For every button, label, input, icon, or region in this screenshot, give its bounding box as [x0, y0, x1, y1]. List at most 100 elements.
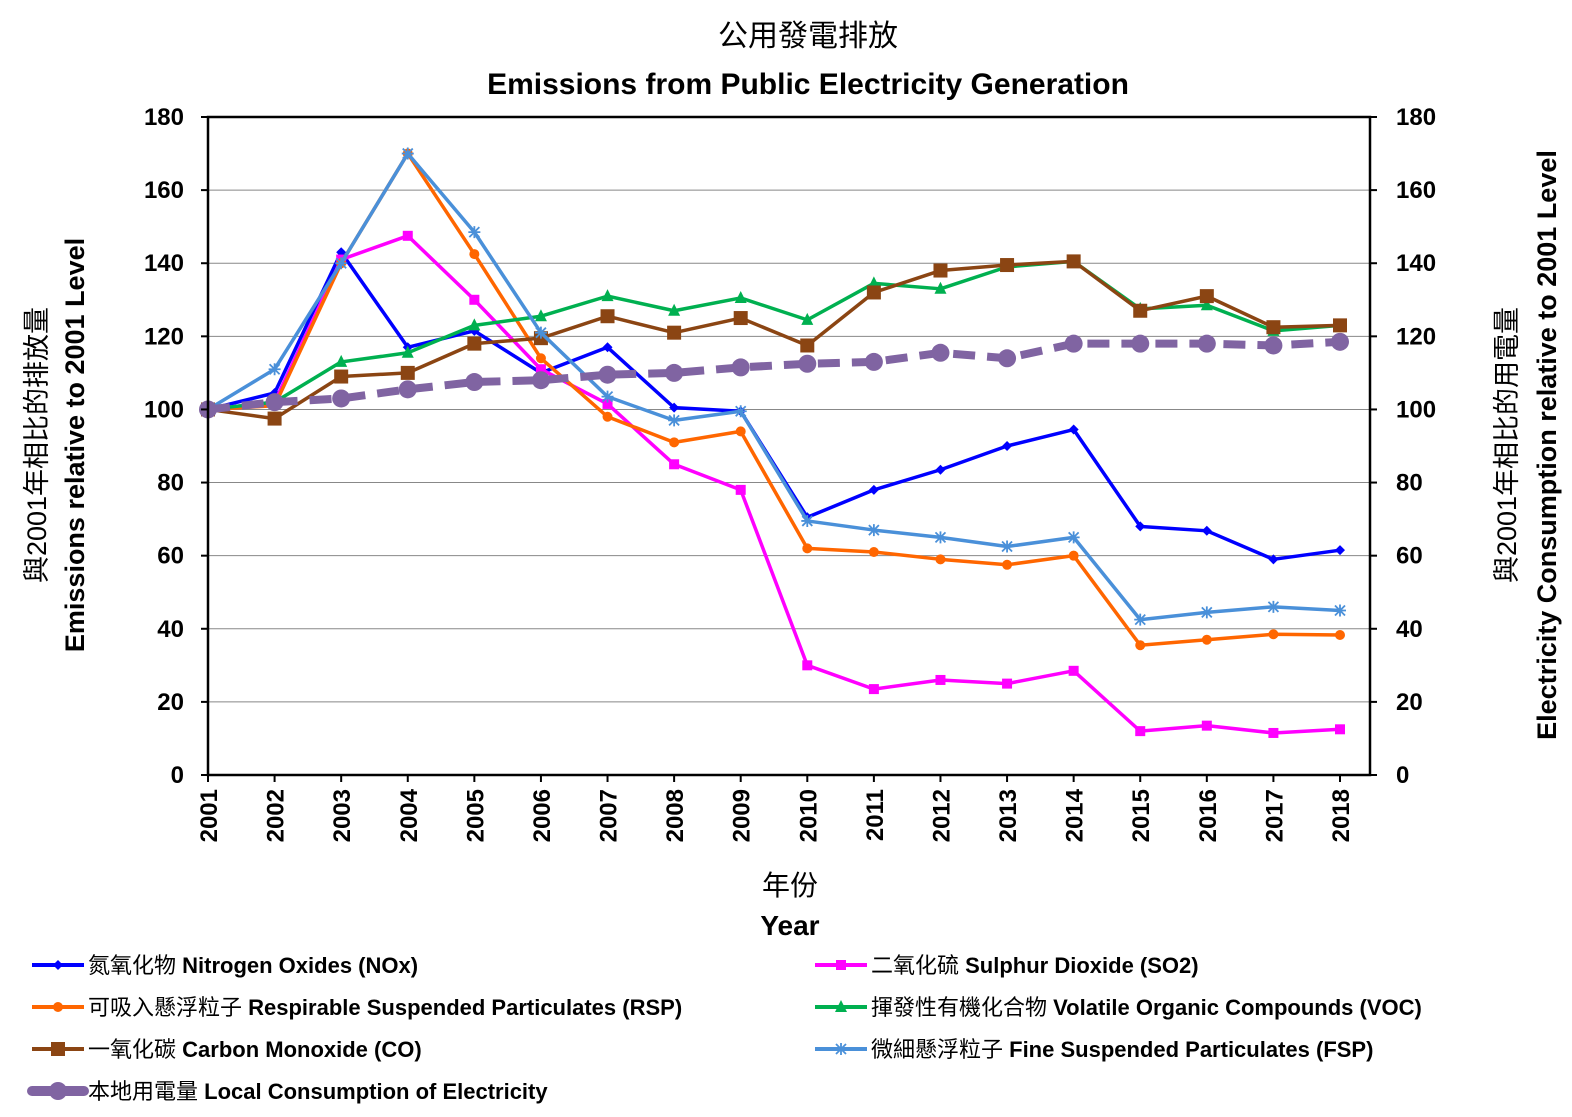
legend-label-en: Local Consumption of Electricity	[198, 1079, 548, 1104]
data-point	[1264, 336, 1283, 355]
series-line	[207, 259, 1341, 412]
data-point	[469, 249, 480, 260]
data-point	[665, 363, 684, 382]
data-point	[934, 281, 947, 294]
legend-label: 二氧化硫 Sulphur Dioxide (SO2)	[871, 953, 1199, 978]
legend-label-en: Carbon Monoxide (CO)	[176, 1037, 422, 1062]
y-tick-label: 140	[144, 250, 184, 277]
x-tick-label: 2011	[862, 789, 889, 841]
y2-tick-label: 20	[1396, 689, 1423, 716]
data-point	[1266, 320, 1281, 335]
data-point	[1268, 629, 1279, 640]
legend-marker	[836, 960, 846, 970]
data-point	[1067, 531, 1080, 544]
legend-marker	[53, 1002, 63, 1012]
x-tick-label: 2018	[1328, 789, 1355, 842]
data-point	[1064, 334, 1083, 353]
y2-tick-label: 160	[1396, 177, 1436, 204]
y-axis-label-zh: 與2001年相比的排放量	[22, 307, 52, 583]
data-point	[866, 285, 881, 300]
legend-item: 本地用電量 Local Consumption of Electricity	[27, 1079, 548, 1104]
y-tick-label: 100	[144, 396, 184, 423]
data-point	[1068, 424, 1079, 435]
data-point	[1335, 629, 1345, 640]
y2-tick-label: 80	[1396, 470, 1423, 497]
x-tick-label: 2013	[995, 789, 1022, 842]
y-tick-label: 80	[157, 470, 184, 497]
y2-axis-label: Electricity Consumption relative to 2001…	[1532, 150, 1562, 740]
y2-tick-label: 140	[1396, 250, 1436, 277]
y-tick-label: 20	[157, 689, 184, 716]
data-point	[1267, 600, 1280, 613]
data-point	[868, 684, 879, 695]
data-point	[1068, 550, 1079, 561]
data-point	[935, 554, 946, 565]
y2-tick-label: 60	[1396, 543, 1423, 570]
series-5	[202, 147, 1346, 626]
legend-label: 可吸入懸浮粒子 Respirable Suspended Particulate…	[88, 995, 682, 1020]
data-point	[1335, 724, 1345, 735]
legend-label-zh: 本地用電量	[88, 1079, 198, 1104]
legend-item: 二氧化硫 Sulphur Dioxide (SO2)	[815, 953, 1199, 978]
legend-label-zh: 揮發性有機化合物	[871, 995, 1047, 1020]
data-point	[601, 289, 614, 302]
data-point	[1135, 726, 1146, 737]
data-point	[1268, 727, 1279, 738]
data-point	[802, 660, 813, 671]
chart-title: 公用發電排放	[718, 20, 898, 53]
y2-tick-label: 180	[1396, 104, 1436, 131]
data-point	[1268, 554, 1279, 565]
data-point	[800, 338, 815, 353]
series-4	[201, 254, 1347, 426]
chart-subtitle: Emissions from Public Electricity Genera…	[487, 68, 1129, 101]
legend: 氮氧化物 Nitrogen Oxides (NOx) 二氧化硫 Sulphur D…	[27, 953, 1422, 1104]
series-line	[207, 259, 1341, 421]
data-point	[1335, 545, 1345, 556]
y2-tick-label: 40	[1396, 616, 1423, 643]
data-point	[402, 230, 413, 241]
grid	[208, 189, 1370, 703]
data-point	[535, 364, 546, 375]
data-point	[734, 405, 747, 418]
legend-label-en: Fine Suspended Particulates (FSP)	[1003, 1037, 1373, 1062]
x-tick-label: 2005	[462, 789, 489, 842]
data-point	[468, 226, 481, 239]
legend-item: 微細懸浮粒子 Fine Suspended Particulates (FSP)	[815, 1037, 1373, 1062]
series-line	[207, 234, 1341, 735]
x-tick-label: 2015	[1128, 789, 1155, 842]
x-axis-label: Year	[760, 910, 819, 941]
data-point	[335, 257, 348, 270]
legend-label-zh: 可吸入懸浮粒子	[88, 995, 242, 1020]
series-line	[207, 337, 1341, 414]
data-point	[534, 309, 547, 322]
data-point	[935, 464, 946, 475]
series-6	[199, 332, 1349, 419]
y-tick-label: 0	[171, 762, 184, 789]
data-point	[1133, 303, 1148, 318]
data-point	[735, 484, 746, 495]
data-point	[1002, 441, 1013, 451]
legend-label-zh: 一氧化碳	[88, 1037, 176, 1062]
data-point	[733, 311, 748, 326]
data-point	[602, 398, 613, 409]
legend-label: 一氧化碳 Carbon Monoxide (CO)	[88, 1037, 422, 1062]
legend-marker	[835, 1000, 847, 1012]
x-tick-label: 2004	[396, 788, 423, 842]
y2-tick-label: 100	[1396, 396, 1436, 423]
data-point	[267, 411, 282, 426]
data-point	[1134, 613, 1147, 626]
data-point	[934, 531, 947, 544]
legend-label: 揮發性有機化合物 Volatile Organic Compounds (VOC…	[871, 995, 1422, 1020]
series-3	[202, 254, 1346, 415]
legend-marker	[835, 1043, 847, 1055]
data-point	[1066, 254, 1081, 269]
data-point	[1135, 640, 1146, 651]
data-point	[401, 345, 414, 358]
data-point	[1333, 318, 1347, 333]
series-1	[203, 230, 1345, 738]
x-axis-label-zh: 年份	[762, 870, 818, 901]
y-tick-label: 60	[157, 543, 184, 570]
y-tick-label: 180	[144, 104, 184, 131]
x-tick-label: 2014	[1062, 788, 1089, 842]
